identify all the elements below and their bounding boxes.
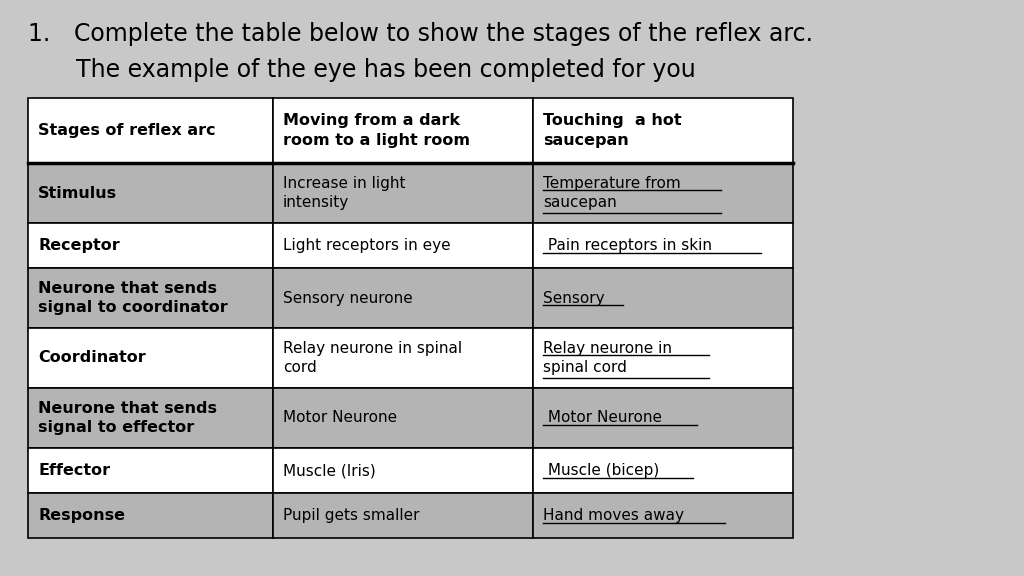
Text: Light receptors in eye: Light receptors in eye [283, 238, 451, 253]
Bar [273, 493, 534, 538]
Bar [28, 328, 273, 388]
Text: Motor Neurone: Motor Neurone [283, 411, 397, 426]
Bar [273, 388, 534, 448]
Text: Coordinator: Coordinator [38, 351, 145, 366]
Text: Pupil gets smaller: Pupil gets smaller [283, 508, 420, 523]
Bar [534, 98, 793, 163]
Text: Sensory: Sensory [543, 290, 604, 305]
Text: Touching  a hot
saucepan: Touching a hot saucepan [543, 113, 682, 148]
Text: Muscle (bicep): Muscle (bicep) [543, 463, 659, 478]
Bar [534, 388, 793, 448]
Bar [28, 163, 273, 223]
Text: Stimulus: Stimulus [38, 185, 117, 200]
Text: 1. Complete the table below to show the stages of the reflex arc.: 1. Complete the table below to show the … [28, 22, 813, 46]
Text: Motor Neurone: Motor Neurone [543, 411, 662, 426]
Bar [28, 223, 273, 268]
Bar [534, 448, 793, 493]
Bar [273, 268, 534, 328]
Bar [273, 448, 534, 493]
Bar [534, 493, 793, 538]
Bar [273, 163, 534, 223]
Text: Effector: Effector [38, 463, 111, 478]
Bar [273, 223, 534, 268]
Bar [534, 268, 793, 328]
Text: Stages of reflex arc: Stages of reflex arc [38, 123, 216, 138]
Text: Sensory neurone: Sensory neurone [283, 290, 413, 305]
Text: Neurone that sends
signal to effector: Neurone that sends signal to effector [38, 400, 217, 435]
Bar [273, 98, 534, 163]
Text: Increase in light
intensity: Increase in light intensity [283, 176, 406, 210]
Bar [28, 388, 273, 448]
Bar [28, 268, 273, 328]
Text: Hand moves away: Hand moves away [543, 508, 684, 523]
Bar [273, 328, 534, 388]
Bar [28, 98, 273, 163]
Bar [534, 223, 793, 268]
Text: Receptor: Receptor [38, 238, 120, 253]
Text: The example of the eye has been completed for you: The example of the eye has been complete… [46, 58, 695, 82]
Text: Response: Response [38, 508, 125, 523]
Text: Muscle (Iris): Muscle (Iris) [283, 463, 376, 478]
Text: Pain receptors in skin: Pain receptors in skin [543, 238, 712, 253]
Bar [534, 328, 793, 388]
Text: Temperature from
saucepan: Temperature from saucepan [543, 176, 681, 210]
Bar [28, 493, 273, 538]
Bar [28, 448, 273, 493]
Bar [534, 163, 793, 223]
Text: Relay neurone in
spinal cord: Relay neurone in spinal cord [543, 340, 672, 376]
Text: Neurone that sends
signal to coordinator: Neurone that sends signal to coordinator [38, 281, 227, 316]
Text: Moving from a dark
room to a light room: Moving from a dark room to a light room [283, 113, 470, 148]
Text: Relay neurone in spinal
cord: Relay neurone in spinal cord [283, 340, 462, 376]
